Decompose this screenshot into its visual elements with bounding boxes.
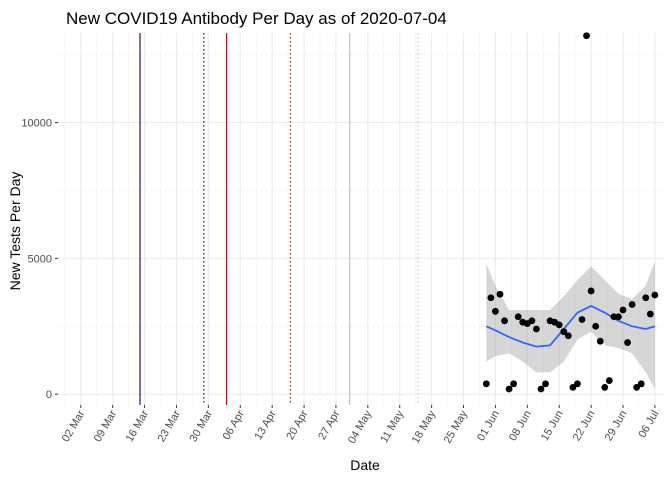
x-tick-label: 30 Mar bbox=[187, 408, 215, 444]
data-point bbox=[542, 380, 549, 388]
confidence-band-group bbox=[486, 261, 655, 389]
data-point bbox=[505, 385, 513, 393]
y-axis-ticks: 0 5000 10000 bbox=[21, 118, 58, 401]
data-point bbox=[646, 310, 654, 318]
x-tick-label: 29 Jun bbox=[603, 409, 630, 444]
x-tick-label: 27 Apr bbox=[316, 408, 342, 442]
confidence-band bbox=[486, 261, 655, 389]
data-point bbox=[501, 317, 508, 325]
x-axis-title: Date bbox=[350, 457, 380, 473]
x-tick-label: 06 Jul bbox=[636, 409, 661, 440]
x-tick-label: 18 May bbox=[410, 408, 439, 446]
data-point bbox=[592, 322, 600, 330]
data-point bbox=[487, 294, 495, 302]
x-tick-label: 20 Apr bbox=[284, 408, 310, 442]
data-point bbox=[533, 325, 540, 333]
data-point bbox=[624, 339, 631, 346]
y-tick-label: 10000 bbox=[21, 118, 52, 130]
y-tick-label: 5000 bbox=[28, 253, 52, 265]
x-tick-label: 06 Apr bbox=[221, 408, 247, 442]
data-point bbox=[601, 383, 609, 391]
data-point bbox=[637, 380, 645, 388]
data-point bbox=[651, 291, 659, 299]
data-point bbox=[564, 332, 572, 340]
data-point bbox=[555, 321, 563, 329]
x-tick-label: 13 Apr bbox=[252, 408, 278, 442]
smooth-line bbox=[485, 305, 656, 348]
data-point bbox=[560, 328, 568, 336]
grid-major bbox=[58, 33, 664, 405]
data-point bbox=[514, 313, 522, 321]
data-point bbox=[482, 380, 490, 388]
plot-background bbox=[58, 33, 664, 405]
x-axis-ticks: 02 Mar 09 Mar 16 Mar 23 Mar 30 Mar 06 Apr 13 A… bbox=[60, 405, 661, 446]
data-point bbox=[628, 301, 636, 308]
data-point bbox=[615, 313, 622, 321]
data-point bbox=[619, 306, 627, 314]
data-point bbox=[578, 316, 586, 323]
x-tick-label: 08 Jun bbox=[507, 409, 534, 444]
reference-lines bbox=[139, 33, 419, 405]
data-point bbox=[510, 380, 518, 388]
data-point bbox=[574, 380, 581, 388]
x-tick-label: 09 Mar bbox=[92, 408, 120, 444]
x-tick-label: 16 Mar bbox=[124, 408, 152, 444]
x-tick-label: 02 Mar bbox=[60, 408, 88, 444]
data-point bbox=[642, 294, 650, 302]
x-tick-label: 01 Jun bbox=[475, 409, 502, 444]
data-point bbox=[537, 385, 545, 393]
data-point bbox=[492, 307, 499, 315]
x-tick-label: 11 May bbox=[378, 408, 406, 445]
chart-title: New COVID19 Antibody Per Day as of 2020-… bbox=[66, 9, 447, 28]
y-tick-label: 0 bbox=[46, 389, 52, 401]
y-axis-title: New Tests Per Day bbox=[7, 172, 23, 291]
data-points bbox=[482, 32, 659, 393]
grid-minor bbox=[58, 33, 664, 405]
data-point bbox=[496, 290, 504, 298]
data-point bbox=[583, 32, 590, 40]
x-tick-label: 22 Jun bbox=[571, 409, 598, 444]
x-tick-label: 15 Jun bbox=[539, 409, 566, 444]
data-point bbox=[528, 317, 536, 325]
x-tick-label: 25 May bbox=[442, 408, 471, 446]
smooth-line-group bbox=[485, 305, 656, 348]
x-tick-label: 04 May bbox=[346, 408, 375, 446]
data-point bbox=[596, 337, 604, 345]
plot-area bbox=[58, 33, 664, 405]
data-point bbox=[605, 377, 613, 384]
data-point bbox=[587, 287, 595, 295]
x-tick-label: 23 Mar bbox=[156, 408, 184, 444]
